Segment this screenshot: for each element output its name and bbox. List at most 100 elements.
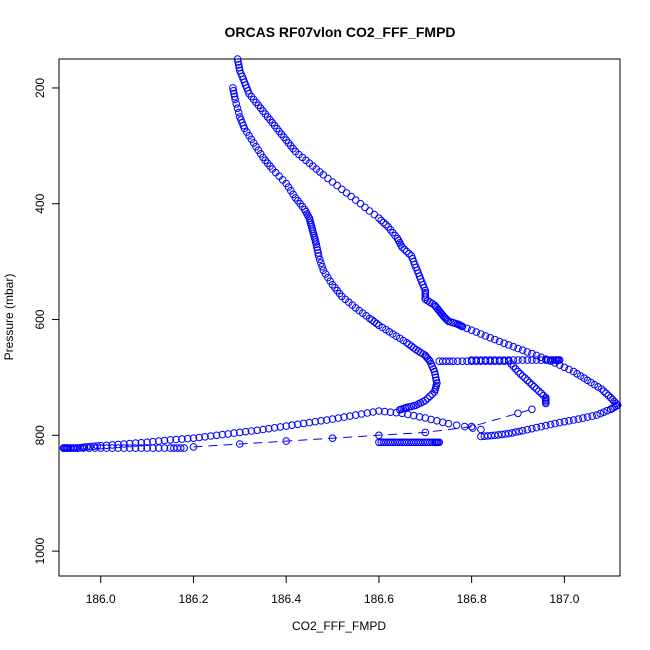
data-point xyxy=(593,411,601,419)
data-point xyxy=(347,192,355,201)
data-point xyxy=(361,203,369,212)
x-tick-label: 186.6 xyxy=(364,592,394,606)
data-point xyxy=(313,246,322,254)
data-point xyxy=(555,418,564,427)
data-point xyxy=(565,417,573,425)
data-point xyxy=(183,434,192,443)
data-point xyxy=(588,412,597,420)
data-point xyxy=(514,356,522,364)
data-point xyxy=(523,356,532,364)
data-point xyxy=(500,356,508,364)
data-point xyxy=(85,444,93,452)
data-point xyxy=(314,252,323,260)
data-point xyxy=(532,385,541,393)
data-point xyxy=(405,249,413,258)
y-axis-label: Pressure (mbar) xyxy=(2,274,16,361)
data-point xyxy=(334,414,343,422)
data-point xyxy=(229,84,237,92)
data-point xyxy=(430,367,439,376)
data-point xyxy=(143,444,151,452)
data-point xyxy=(313,243,321,251)
data-point xyxy=(460,422,469,431)
data-point xyxy=(528,424,536,433)
data-point xyxy=(398,243,406,251)
data-point xyxy=(514,409,522,418)
data-point xyxy=(229,87,238,95)
data-point xyxy=(234,58,242,66)
data-point xyxy=(480,432,489,441)
data-point xyxy=(234,61,243,69)
data-point xyxy=(481,356,490,364)
data-point xyxy=(114,444,122,452)
data-point xyxy=(532,356,541,364)
data-point xyxy=(120,440,128,448)
data-point xyxy=(472,328,481,336)
data-point xyxy=(612,399,620,408)
data-point xyxy=(469,424,477,432)
data-point xyxy=(201,433,209,441)
data-point xyxy=(515,427,524,436)
data-point xyxy=(463,357,471,366)
data-point xyxy=(432,376,441,385)
data-point xyxy=(356,199,365,208)
data-point xyxy=(532,423,541,432)
data-point xyxy=(108,444,117,452)
data-point xyxy=(537,389,546,398)
data-point xyxy=(114,440,122,449)
data-point xyxy=(525,378,534,387)
data-point xyxy=(232,100,241,108)
data-point xyxy=(467,326,476,335)
data-point xyxy=(603,406,612,415)
data-point xyxy=(370,210,379,219)
data-point xyxy=(328,434,337,443)
data-point xyxy=(338,185,346,194)
data-point xyxy=(382,220,390,229)
data-point xyxy=(321,270,330,278)
data-point xyxy=(565,365,573,374)
data-point xyxy=(444,419,453,428)
data-point xyxy=(73,444,82,452)
data-point xyxy=(604,391,613,400)
data-point xyxy=(346,412,354,420)
data-point xyxy=(236,440,244,448)
data-point xyxy=(108,441,117,449)
data-point xyxy=(137,444,146,452)
data-point xyxy=(125,439,134,448)
data-point xyxy=(340,413,348,421)
data-point xyxy=(231,95,239,104)
data-point xyxy=(317,417,325,425)
data-point xyxy=(379,218,388,227)
data-point xyxy=(342,189,351,197)
y-tick-label: 200 xyxy=(33,78,47,98)
data-point xyxy=(189,434,198,443)
y-axis: 200 400 600 800 1000 xyxy=(33,78,59,564)
data-point xyxy=(178,435,186,443)
data-point xyxy=(569,416,578,424)
data-point xyxy=(530,383,539,391)
data-point xyxy=(532,351,541,360)
data-point xyxy=(312,240,321,249)
data-point xyxy=(236,428,244,437)
x-tick-label: 186.2 xyxy=(178,592,208,606)
data-point xyxy=(445,357,454,366)
data-point xyxy=(542,399,550,408)
data-point xyxy=(430,388,439,396)
data-point xyxy=(404,410,412,419)
data-point xyxy=(477,330,485,338)
data-point xyxy=(234,108,243,117)
data-point xyxy=(299,419,308,428)
data-point xyxy=(596,409,605,418)
x-tick-label: 186.0 xyxy=(86,592,116,606)
data-point xyxy=(131,439,140,447)
chart-title: ORCAS RF07vlon CO2_FFF_FMPD xyxy=(224,24,455,40)
data-point xyxy=(491,335,499,344)
data-point xyxy=(207,432,215,440)
data-point xyxy=(421,428,430,437)
data-point xyxy=(363,409,372,417)
data-point xyxy=(86,442,95,451)
data-point xyxy=(91,444,99,452)
data-point xyxy=(477,425,485,434)
data-point xyxy=(282,437,291,445)
data-point xyxy=(518,346,527,355)
data-point xyxy=(521,374,529,382)
